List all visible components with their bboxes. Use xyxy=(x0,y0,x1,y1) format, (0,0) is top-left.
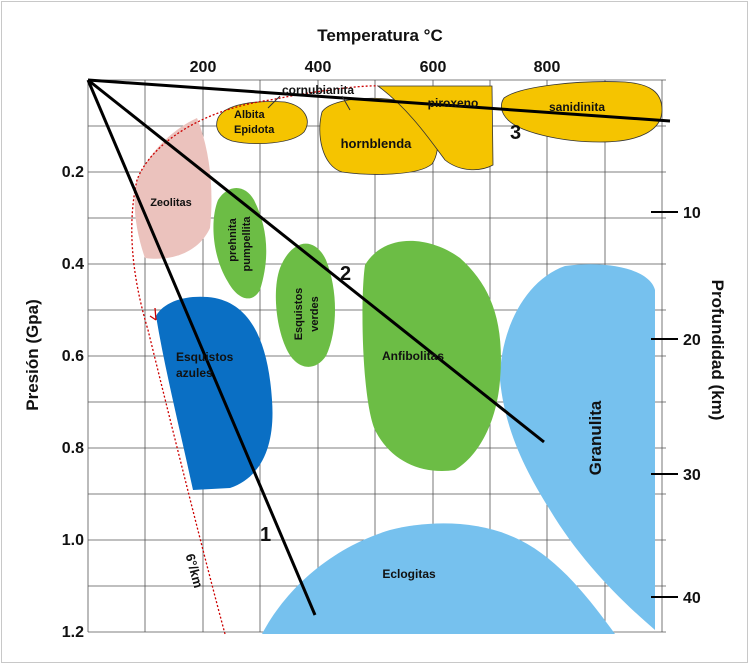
prehnita-pumpellita-field xyxy=(213,188,267,299)
albita-label: Albita xyxy=(234,109,265,121)
granulita-label: Granulita xyxy=(586,400,605,475)
x-axis-title: Temperatura °C xyxy=(317,26,443,45)
depth-tick-30: 30 xyxy=(683,467,701,484)
esquistos-verdes-field xyxy=(275,243,335,367)
gradient-line-2 xyxy=(87,78,545,444)
hornblenda-field xyxy=(319,97,439,175)
gradient-label-2: 2 xyxy=(340,263,351,285)
anfibolitas-field xyxy=(362,240,501,471)
y-tick-0-8: 0.8 xyxy=(62,440,84,457)
gradient-label-3: 3 xyxy=(510,122,521,144)
gradient-label-1: 1 xyxy=(260,524,271,546)
cornubianita-pointer xyxy=(267,95,351,111)
depth-axis-title: Profundidad (km) xyxy=(708,280,727,421)
pumpellita-label: pumpellita xyxy=(241,216,253,272)
prehnita-label: prehnita xyxy=(227,217,239,261)
y-axis-title: Presión (Gpa) xyxy=(23,299,42,410)
geotherm-6-per-km-label: 6°/km xyxy=(183,552,207,590)
sanidinita-label: sanidinita xyxy=(549,100,605,114)
zeolitas-label: Zeolitas xyxy=(150,197,192,209)
depth-tick-20: 20 xyxy=(683,332,701,349)
sanidinita-field xyxy=(500,81,663,143)
x-tick-600: 600 xyxy=(420,59,447,76)
depth-tick-40: 40 xyxy=(683,590,701,607)
gradient-line-3 xyxy=(87,78,671,123)
x-tick-800: 800 xyxy=(534,59,561,76)
esquistos-verdes-label-1: Esquistos xyxy=(293,288,305,341)
depth-tick-10: 10 xyxy=(683,205,701,222)
esquistos-azules-field xyxy=(156,296,273,490)
granulita-field xyxy=(500,264,655,630)
zeolitas-field xyxy=(134,118,212,259)
y-tick-0-2: 0.2 xyxy=(62,164,84,181)
y-tick-0-6: 0.6 xyxy=(62,348,84,365)
y-tick-1-2: 1.2 xyxy=(62,624,84,641)
piroxeno-label: piroxeno xyxy=(428,96,479,110)
anfibolitas-label: Anfibolitas xyxy=(382,349,444,363)
depth-ticks xyxy=(651,211,678,598)
geotherm-arrow-marker xyxy=(149,307,157,321)
esquistos-verdes-label-2: verdes xyxy=(309,296,321,331)
eclogitas-label: Eclogitas xyxy=(382,567,436,581)
epidota-label: Epidota xyxy=(234,124,275,136)
cornubianita-label: cornubianita xyxy=(282,83,354,97)
esquistos-azules-label-2: azules xyxy=(176,366,213,380)
hornblenda-label: hornblenda xyxy=(341,136,413,151)
albita-epidota-field xyxy=(216,101,308,144)
geotherm-boundary-line xyxy=(131,85,379,635)
x-tick-200: 200 xyxy=(190,59,217,76)
x-tick-400: 400 xyxy=(305,59,332,76)
y-tick-0-4: 0.4 xyxy=(62,256,84,273)
esquistos-azules-label-1: Esquistos xyxy=(176,350,234,364)
y-tick-1-0: 1.0 xyxy=(62,532,84,549)
eclogitas-field xyxy=(262,523,615,634)
gradient-line-1 xyxy=(86,79,317,616)
